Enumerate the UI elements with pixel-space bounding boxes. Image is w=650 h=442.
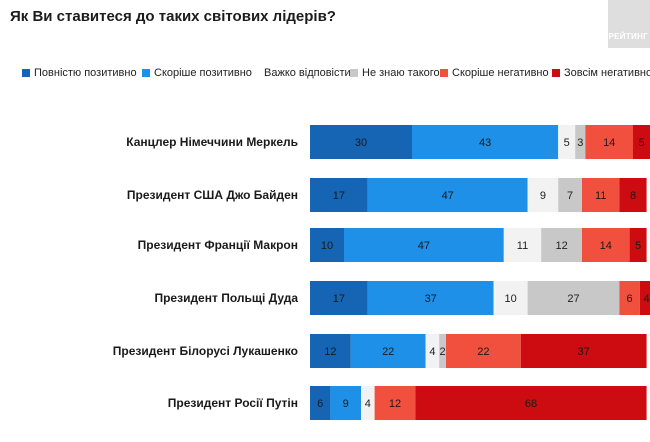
bar-segment (575, 125, 586, 159)
brand-logo: РЕЙТИНГ (608, 0, 650, 48)
legend-swatch (252, 69, 260, 77)
bar-value-label: 14 (603, 137, 615, 149)
category-label: Канцлер Німеччини Меркель (126, 135, 298, 149)
category-label: Президент Білорусі Лукашенко (113, 344, 298, 358)
category-label: Президент США Джо Байден (127, 188, 298, 202)
legend-swatch (350, 69, 358, 77)
bar-value-label: 7 (567, 190, 573, 202)
legend-swatch (440, 69, 448, 77)
bar-value-label: 37 (578, 346, 590, 358)
bar-value-label: 9 (540, 190, 546, 202)
bar-value-label: 27 (567, 293, 579, 305)
legend-item: Важко відповісти (252, 67, 351, 79)
bar-segment (425, 334, 440, 368)
legend-swatch (22, 69, 30, 77)
bar-value-label: 8 (630, 190, 636, 202)
bar-value-label: 5 (564, 137, 570, 149)
bar-value-label: 6 (317, 398, 323, 410)
legend-label: Повністю позитивно (34, 67, 137, 79)
legend-label: Зовсім негативно (564, 67, 650, 79)
bar-value-label: 43 (479, 137, 491, 149)
bar-segment (412, 125, 559, 159)
legend-item: Скоріше негативно (440, 67, 549, 79)
legend-label: Скоріше негативно (452, 67, 549, 79)
bar-segment (361, 386, 375, 420)
bar-value-label: 14 (600, 240, 612, 252)
bar-value-label: 17 (333, 190, 345, 202)
bar-segment (558, 125, 576, 159)
legend-label: Скоріше позитивно (154, 67, 252, 79)
bar-segment (344, 228, 504, 262)
bar-value-label: 11 (517, 240, 528, 252)
bar-segment (310, 178, 368, 212)
legend-item: Зовсім негативно (552, 67, 650, 79)
category-label: Президент Польщі Дуда (154, 291, 298, 305)
bar-segment (350, 334, 426, 368)
bar-value-label: 4 (365, 398, 371, 410)
legend-item: Повністю позитивно (22, 67, 137, 79)
bar-segment (541, 228, 582, 262)
bar-segment (374, 386, 416, 420)
category-label: Президент Росії Путін (168, 396, 298, 410)
legend-item: Не знаю такого (350, 67, 440, 79)
bar-segment (585, 125, 633, 159)
bar-segment (367, 281, 494, 315)
bar-segment (439, 334, 446, 368)
bar-segment (446, 334, 521, 368)
bar-segment (639, 281, 650, 315)
bar-value-label: 17 (333, 293, 345, 305)
bar-segment (527, 281, 620, 315)
bar-value-label: 12 (389, 398, 401, 410)
bar-segment (619, 281, 640, 315)
bar-value-label: 4 (429, 346, 435, 358)
bar-value-label: 10 (504, 293, 516, 305)
bar-value-label: 2 (440, 346, 446, 358)
bar-segment (520, 334, 647, 368)
legend-label: Важко відповісти (264, 67, 351, 79)
bar-segment (310, 386, 331, 420)
bar-segment (558, 178, 582, 212)
bar-value-label: 47 (418, 240, 430, 252)
bar-value-label: 6 (627, 293, 633, 305)
bar-value-label: 9 (343, 398, 349, 410)
bar-value-label: 12 (555, 240, 567, 252)
bar-segment (582, 178, 620, 212)
bar-value-label: 68 (525, 398, 537, 410)
bar-value-label: 10 (321, 240, 333, 252)
bar-value-label: 30 (355, 137, 367, 149)
legend: Повністю позитивно Скоріше позитивно Важ… (22, 67, 650, 83)
legend-swatch (142, 69, 150, 77)
bar-segment (527, 178, 559, 212)
category-label: Президент Франції Макрон (138, 238, 298, 252)
bar-value-label: 22 (477, 346, 489, 358)
bar-value-label: 47 (442, 190, 454, 202)
bar-value-label: 5 (638, 137, 644, 149)
bar-segment (330, 386, 361, 420)
bar-value-label: 3 (577, 137, 583, 149)
bar-segment (629, 228, 647, 262)
bar-value-label: 12 (324, 346, 336, 358)
bar-value-label: 4 (644, 293, 650, 305)
bar-segment (633, 125, 650, 159)
legend-swatch (552, 69, 560, 77)
brand-logo-text: РЕЙТИНГ (608, 32, 648, 41)
bar-value-label: 11 (595, 190, 606, 202)
bar-segment (582, 228, 630, 262)
bar-value-label: 22 (382, 346, 394, 358)
bar-segment (619, 178, 647, 212)
bar-segment (310, 334, 351, 368)
chart-title: Як Ви ставитеся до таких світових лідері… (10, 8, 336, 25)
bar-value-label: 5 (635, 240, 641, 252)
bar-segment (310, 125, 412, 159)
bar-segment (310, 228, 344, 262)
bar-value-label: 37 (425, 293, 437, 305)
bar-segment (503, 228, 542, 262)
bar-segment (493, 281, 528, 315)
bar-segment (310, 281, 368, 315)
legend-item: Скоріше позитивно (142, 67, 252, 79)
bar-segment (367, 178, 528, 212)
legend-label: Не знаю такого (362, 67, 440, 79)
bar-segment (415, 386, 647, 420)
